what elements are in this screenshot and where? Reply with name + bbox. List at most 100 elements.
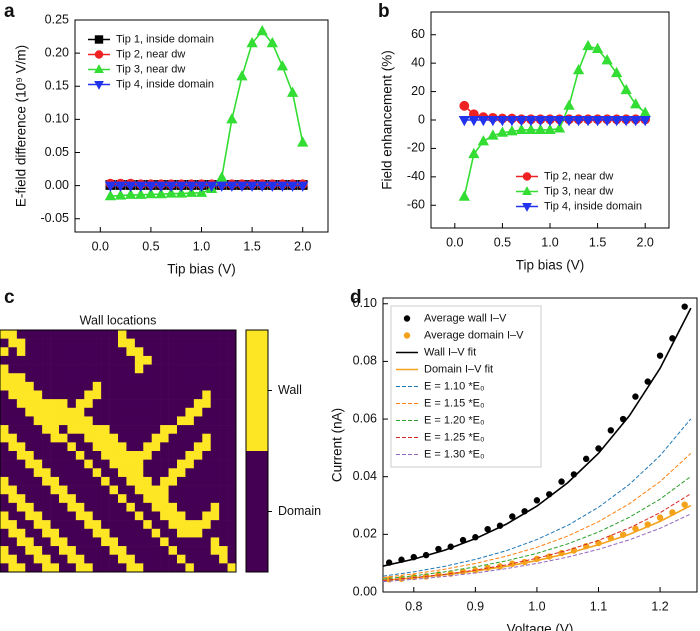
heatmap-cell <box>126 347 136 357</box>
heatmap-cell <box>160 485 169 495</box>
heatmap-cell <box>109 494 119 504</box>
heatmap-cell <box>118 373 127 383</box>
x-axis-label: Tip bias (V) <box>167 262 236 277</box>
heatmap-cell <box>0 399 9 409</box>
marker <box>630 116 642 127</box>
marker <box>563 116 575 127</box>
heatmap-cell <box>227 355 237 365</box>
heatmap-cell <box>67 451 77 460</box>
heatmap-cell <box>67 459 77 469</box>
heatmap-cell <box>8 502 18 512</box>
heatmap-cell <box>177 546 186 556</box>
heatmap-cell <box>202 485 212 495</box>
heatmap-cell <box>134 425 144 435</box>
heatmap-cell <box>42 373 51 383</box>
heatmap-cell <box>8 476 18 486</box>
heatmap-cell <box>168 399 178 409</box>
heatmap-cell <box>151 494 161 504</box>
legend-label: Tip 4, inside domain <box>544 200 642 212</box>
heatmap-cell <box>16 399 26 409</box>
heatmap-cell <box>193 390 203 400</box>
heatmap-cell <box>126 537 136 547</box>
heatmap-cell <box>67 347 77 357</box>
marker <box>104 181 117 192</box>
heatmap-cell <box>92 494 102 504</box>
heatmap-cell <box>50 476 60 486</box>
heatmap-cell <box>25 494 35 504</box>
x-tick-label: 1.0 <box>528 599 545 613</box>
heatmap-cell <box>0 416 9 426</box>
heatmap-cell <box>219 381 228 391</box>
heatmap-cell <box>193 433 203 443</box>
heatmap-cell <box>219 407 228 417</box>
heatmap-cell <box>42 537 51 547</box>
heatmap-cell <box>109 347 119 357</box>
heatmap-cell <box>143 554 153 564</box>
marker <box>620 116 632 127</box>
heatmap-cell <box>193 407 203 417</box>
heatmap-cell <box>202 416 212 426</box>
heatmap-cell <box>0 338 9 348</box>
heatmap-cell <box>118 442 127 452</box>
marker <box>553 116 566 127</box>
heatmap-cell <box>177 459 186 469</box>
heatmap-cell <box>109 416 119 426</box>
heatmap-cell <box>134 416 144 426</box>
heatmap-cell <box>109 537 119 547</box>
heatmap-cell <box>134 399 144 409</box>
heatmap-cell <box>16 416 26 426</box>
heatmap-cell <box>185 520 195 530</box>
heatmap-cell <box>177 330 186 339</box>
heatmap-cell <box>75 563 85 573</box>
heatmap-cell <box>50 373 60 383</box>
heatmap-cell <box>193 554 203 564</box>
heatmap-cell <box>118 520 127 530</box>
heatmap-cell <box>134 528 144 538</box>
heatmap-cell <box>185 502 195 512</box>
heatmap-cell <box>59 494 68 504</box>
marker <box>681 501 688 508</box>
heatmap-cell <box>193 425 203 435</box>
heatmap-cell <box>227 485 237 495</box>
heatmap-cell <box>109 546 119 556</box>
heatmap-cell <box>143 459 153 469</box>
heatmap-cell <box>33 554 43 564</box>
heatmap-cell <box>50 546 60 556</box>
marker <box>620 83 632 95</box>
marker <box>681 303 688 310</box>
heatmap-cell <box>168 330 178 339</box>
heatmap-cell <box>193 502 203 512</box>
heatmap-cell <box>185 399 195 409</box>
heatmap-cell <box>177 364 186 374</box>
heatmap-cell <box>118 494 127 504</box>
heatmap-cell <box>109 433 119 443</box>
heatmap-cell <box>177 355 186 365</box>
heatmap-cell <box>210 390 220 400</box>
heatmap-cell <box>75 355 85 365</box>
heatmap-cell <box>33 451 43 460</box>
heatmap-cell <box>84 554 94 564</box>
heatmap-cell <box>143 390 153 400</box>
heatmap-cell <box>193 563 203 573</box>
heatmap-cell <box>25 373 35 383</box>
heatmap-cell <box>219 373 228 383</box>
y-tick-label: -20 <box>407 141 425 155</box>
heatmap-cell <box>160 563 169 573</box>
heatmap-cell <box>168 425 178 435</box>
heatmap-cell <box>50 381 60 391</box>
marker <box>582 116 594 127</box>
heatmap-cell <box>84 399 94 409</box>
marker <box>276 181 289 192</box>
heatmap-cell <box>151 390 161 400</box>
heatmap-cell <box>160 451 169 460</box>
marker <box>477 116 489 127</box>
heatmap-cell <box>59 442 68 452</box>
heatmap-cell <box>0 520 9 530</box>
marker <box>256 25 268 36</box>
heatmap-cell <box>227 407 237 417</box>
legend-label: E = 1.30 *E₀ <box>424 448 485 460</box>
heatmap-cell <box>118 390 127 400</box>
heatmap-cell <box>0 468 9 478</box>
heatmap-cell <box>219 554 228 564</box>
heatmap-cell <box>118 554 127 564</box>
